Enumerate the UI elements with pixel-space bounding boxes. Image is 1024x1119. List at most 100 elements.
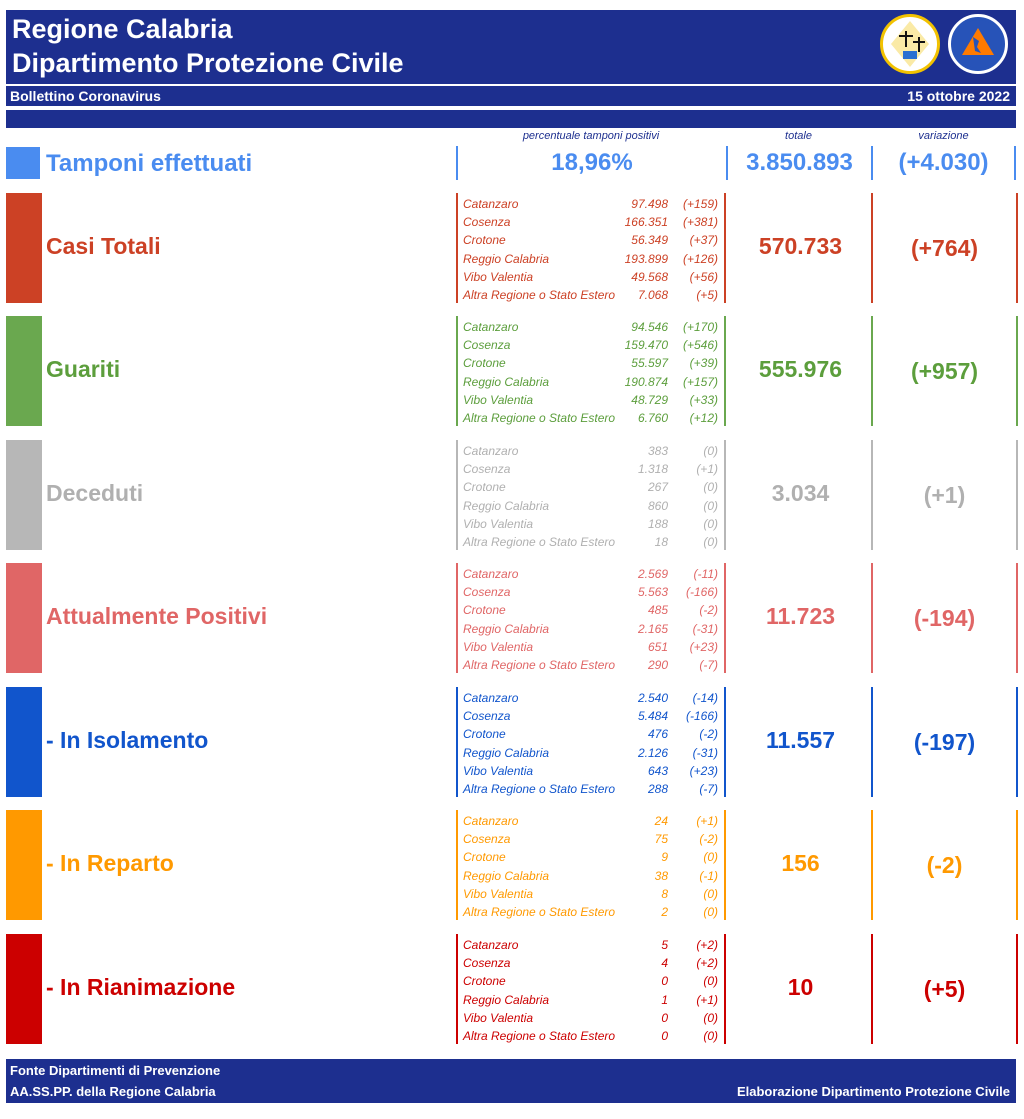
province-value: 55.597 bbox=[631, 356, 668, 371]
province-name: Altra Regione o Stato Estero bbox=[463, 410, 616, 425]
province-name: Cosenza bbox=[463, 832, 511, 847]
province-row: Catanzaro 2.540 (-14) bbox=[463, 689, 724, 707]
province-row: Reggio Calabria 2.126 (-31) bbox=[463, 744, 724, 762]
section-total: 3.034 bbox=[771, 480, 830, 506]
section-color-bar bbox=[6, 316, 42, 426]
bulletin-title: Bollettino Coronavirus bbox=[10, 88, 161, 104]
province-value: 643 bbox=[647, 763, 668, 778]
province-row: Cosenza 4 (+2) bbox=[463, 954, 724, 972]
province-delta: (+170) bbox=[682, 320, 718, 334]
province-value: 1 bbox=[661, 992, 668, 1007]
province-name: Crotone bbox=[463, 356, 506, 371]
province-row: Crotone 476 (-2) bbox=[463, 725, 724, 743]
section-total: 555.976 bbox=[758, 356, 843, 382]
province-value: 166.351 bbox=[624, 215, 668, 230]
province-value: 190.874 bbox=[624, 374, 668, 389]
province-row: Crotone 0 (0) bbox=[463, 972, 724, 990]
province-row: Vibo Valentia 643 (+23) bbox=[463, 762, 724, 780]
province-breakdown: Catanzaro 383 (0) Cosenza 1.318 (+1) Crotone 26… bbox=[456, 440, 726, 550]
province-name: Crotone bbox=[463, 603, 506, 618]
province-delta: (+56) bbox=[689, 269, 718, 284]
province-name: Altra Regione o Stato Estero bbox=[463, 781, 616, 796]
col-header-totale: totale bbox=[785, 130, 812, 142]
province-name: Crotone bbox=[463, 480, 506, 495]
province-value: 6.760 bbox=[637, 410, 668, 425]
province-delta: (0) bbox=[703, 480, 718, 495]
province-name: Altra Regione o Stato Estero bbox=[463, 657, 616, 672]
province-name: Reggio Calabria bbox=[463, 992, 550, 1007]
province-name: Vibo Valentia bbox=[463, 639, 534, 654]
province-value: 9 bbox=[661, 850, 668, 865]
section-1: Guariti Catanzaro 94.546 (+170) Cosenza 159.4… bbox=[6, 316, 1018, 426]
province-value: 49.568 bbox=[631, 269, 668, 284]
province-row: Catanzaro 97.498 (+159) bbox=[463, 195, 724, 213]
footer-credit: Elaborazione Dipartimento Protezione Civ… bbox=[736, 1084, 1010, 1099]
province-value: 0 bbox=[661, 974, 668, 989]
section-total: 11.557 bbox=[765, 727, 836, 753]
province-delta: (-31) bbox=[692, 745, 718, 760]
province-delta: (+1) bbox=[696, 992, 718, 1007]
province-row: Altra Regione o Stato Estero 18 (0) bbox=[463, 533, 724, 551]
section-variation: (+1) bbox=[871, 440, 1018, 550]
footer-source-line1: Fonte Dipartimenti di Prevenzione bbox=[10, 1063, 221, 1078]
province-row: Altra Regione o Stato Estero 7.068 (+5) bbox=[463, 286, 724, 304]
province-breakdown: Catanzaro 5 (+2) Cosenza 4 (+2) Crotone 0 (0) Reg… bbox=[456, 934, 726, 1044]
col-header-perc: percentuale tamponi positivi bbox=[522, 130, 660, 142]
header-banner: Regione Calabria Dipartimento Protezione… bbox=[6, 10, 1016, 84]
province-value: 2.126 bbox=[637, 745, 668, 760]
section-total: 10 bbox=[787, 974, 814, 1000]
province-delta: (-166) bbox=[685, 585, 718, 600]
province-name: Altra Regione o Stato Estero bbox=[463, 904, 616, 919]
province-name: Reggio Calabria bbox=[463, 498, 550, 513]
province-name: Vibo Valentia bbox=[463, 392, 534, 407]
province-delta: (-7) bbox=[699, 657, 718, 672]
section-5: - In Reparto Catanzaro 24 (+1) Cosenza 75 (-2)… bbox=[6, 810, 1018, 920]
province-delta: (+23) bbox=[689, 763, 718, 778]
province-row: Altra Regione o Stato Estero 6.760 (+12) bbox=[463, 409, 724, 427]
province-value: 2.165 bbox=[637, 621, 668, 636]
protezione-civile-logo-icon bbox=[948, 14, 1008, 74]
calabria-coat-of-arms-icon bbox=[880, 14, 940, 74]
province-name: Cosenza bbox=[463, 462, 511, 477]
province-delta: (+159) bbox=[682, 197, 718, 211]
bulletin-bar: Bollettino Coronavirus 15 ottobre 2022 bbox=[6, 86, 1016, 106]
province-name: Altra Regione o Stato Estero bbox=[463, 1028, 616, 1043]
province-row: Vibo Valentia 8 (0) bbox=[463, 885, 724, 903]
province-name: Reggio Calabria bbox=[463, 621, 550, 636]
province-delta: (0) bbox=[703, 886, 718, 901]
province-name: Crotone bbox=[463, 233, 506, 248]
province-name: Catanzaro bbox=[463, 320, 519, 334]
province-name: Cosenza bbox=[463, 956, 511, 971]
section-variation: (-194) bbox=[871, 563, 1018, 673]
province-name: Catanzaro bbox=[463, 444, 519, 458]
province-delta: (0) bbox=[703, 904, 718, 919]
province-delta: (-166) bbox=[685, 709, 718, 724]
province-row: Altra Regione o Stato Estero 290 (-7) bbox=[463, 656, 724, 674]
province-name: Reggio Calabria bbox=[463, 868, 550, 883]
province-row: Catanzaro 5 (+2) bbox=[463, 936, 724, 954]
province-row: Catanzaro 24 (+1) bbox=[463, 812, 724, 830]
section-variation: (+764) bbox=[871, 193, 1018, 303]
province-row: Reggio Calabria 190.874 (+157) bbox=[463, 373, 724, 391]
tamponi-variation: (+4.030) bbox=[871, 146, 1016, 180]
province-row: Crotone 9 (0) bbox=[463, 848, 724, 866]
section-color-bar bbox=[6, 810, 42, 920]
province-value: 94.546 bbox=[631, 320, 668, 334]
province-row: Reggio Calabria 38 (-1) bbox=[463, 867, 724, 885]
province-value: 1.318 bbox=[637, 462, 668, 477]
province-value: 267 bbox=[647, 480, 668, 495]
province-value: 290 bbox=[647, 657, 668, 672]
province-row: Cosenza 5.563 (-166) bbox=[463, 583, 724, 601]
footer-banner: Fonte Dipartimenti di Prevenzione AA.SS.… bbox=[6, 1059, 1016, 1103]
province-value: 0 bbox=[661, 1028, 668, 1043]
province-value: 56.349 bbox=[631, 233, 668, 248]
province-delta: (-2) bbox=[699, 832, 718, 847]
section-4: - In Isolamento Catanzaro 2.540 (-14) Cosenz… bbox=[6, 687, 1018, 797]
province-value: 7.068 bbox=[637, 287, 668, 302]
section-variation: (-197) bbox=[871, 687, 1018, 797]
section-label: Attualmente Positivi bbox=[46, 603, 268, 629]
province-delta: (+1) bbox=[696, 462, 718, 477]
province-row: Vibo Valentia 0 (0) bbox=[463, 1009, 724, 1027]
province-value: 188 bbox=[647, 516, 668, 531]
province-name: Crotone bbox=[463, 974, 506, 989]
